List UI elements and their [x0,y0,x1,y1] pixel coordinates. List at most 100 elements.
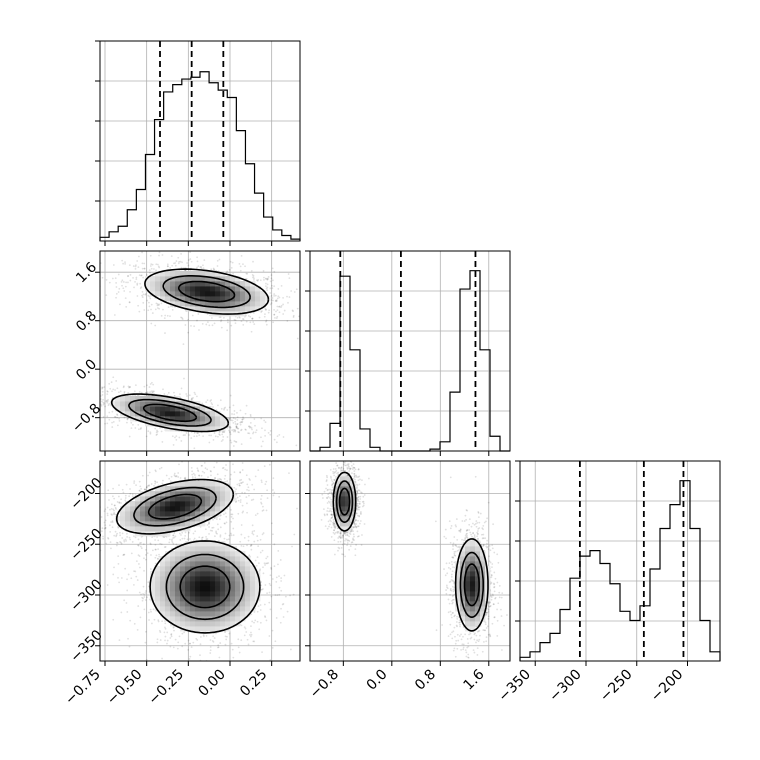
density-cell [115,406,121,412]
sample-point [235,493,238,496]
sample-point [270,277,273,280]
sample-point [193,537,196,540]
sample-point [112,513,115,516]
density-cell [245,306,251,312]
sample-point [114,416,117,418]
sample-point [189,642,191,645]
sample-point [140,286,143,289]
sample-point [229,433,232,436]
sample-point [79,396,81,398]
sample-point [242,481,244,484]
sample-point [115,544,118,547]
density-cell [145,401,151,407]
sample-point [112,376,115,379]
sample-point [282,313,285,315]
sample-point [248,425,251,428]
sample-point [296,307,299,310]
sample-point [225,271,228,274]
sample-point [157,265,160,268]
sample-point [232,428,235,431]
sample-point [192,686,194,688]
sample-point [230,513,233,516]
sample-point [302,326,304,328]
sample-point [123,553,125,556]
sample-point [117,525,120,528]
sample-point [260,445,263,448]
sample-point [148,619,150,621]
sample-point [241,491,244,494]
sample-point [113,314,116,316]
sample-point [157,620,160,623]
density-cell [155,421,161,427]
sample-point [93,501,95,503]
density-cell [160,271,166,277]
density-cell [195,421,201,427]
density-cell [230,276,236,282]
sample-point [102,398,104,401]
density-cell [210,411,216,417]
sample-point [208,522,211,525]
sample-point [226,329,229,332]
density-cell [220,276,226,282]
sample-point [222,435,225,438]
sample-point [230,520,233,523]
sample-point [148,484,150,486]
density-cell [140,406,146,412]
sample-point [265,480,268,483]
sample-point [193,432,196,434]
sample-point [141,262,144,265]
sample-point [225,638,228,641]
density-cell [255,296,261,302]
sample-point [103,402,106,405]
sample-point [249,545,252,547]
sample-point [274,300,277,302]
sample-point [117,562,120,565]
sample-point [125,483,128,486]
sample-point [128,385,131,388]
sample-point [129,492,132,495]
sample-point [240,320,243,323]
sample-point [116,416,119,419]
sample-point [146,596,148,599]
density-cell [190,271,196,277]
sample-point [115,286,118,288]
sample-point [151,312,154,314]
sample-point [168,541,171,544]
sample-point [196,319,198,322]
sample-point [206,468,209,471]
sample-point [145,658,148,661]
sample-point [111,410,114,413]
sample-point [261,549,264,552]
density-cell [175,276,181,282]
sample-point [266,497,269,500]
sample-point [163,393,166,395]
sample-point [148,305,151,308]
sample-point [138,390,141,393]
sample-point [125,602,128,604]
sample-point [199,643,202,646]
density-cell [235,276,241,282]
sample-point [127,281,129,284]
sample-point [203,259,206,262]
sample-point [115,541,118,544]
sample-point [210,470,212,473]
sample-point [245,277,248,280]
sample-point [245,428,247,431]
contour-line [142,403,198,423]
sample-point [115,282,118,284]
sample-point [266,592,269,595]
density-cell [205,406,211,412]
sample-point [129,488,131,490]
sample-point [147,430,150,433]
sample-point [245,314,247,317]
density-cell [200,291,206,297]
density-cell [225,296,231,302]
density-cell [155,411,161,417]
sample-point [239,501,242,503]
sample-point [226,321,229,324]
sample-point [178,260,181,263]
sample-point [260,501,262,504]
density-cell [170,286,176,292]
sample-point [141,599,144,602]
sample-point [122,287,125,290]
